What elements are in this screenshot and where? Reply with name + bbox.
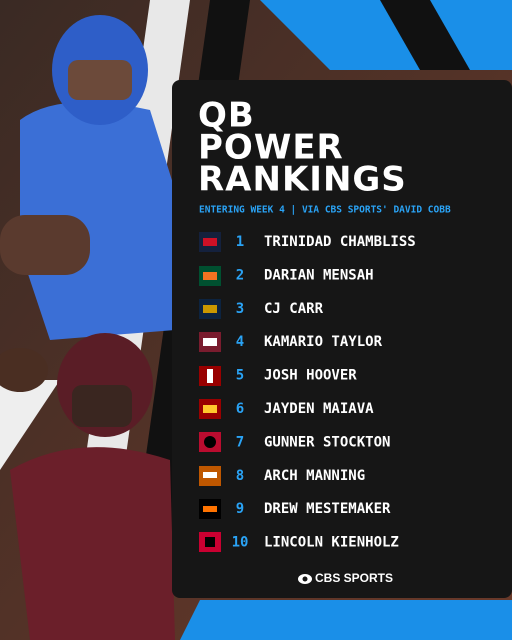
title-line: POWER <box>198 128 344 168</box>
title-line: QB <box>198 96 255 136</box>
player-name: ARCH MANNING <box>264 468 365 484</box>
rank-number: 9 <box>236 501 244 517</box>
player-name: CJ CARR <box>264 301 324 317</box>
player-name: JAYDEN MAIAVA <box>264 401 374 417</box>
player-name: TRINIDAD CHAMBLISS <box>264 234 416 250</box>
player-name: DARIAN MENSAH <box>264 267 374 283</box>
rank-number: 7 <box>236 434 244 450</box>
subtitle: ENTERING WEEK 4 | VIA CBS SPORTS' DAVID … <box>199 205 451 216</box>
rank-number: 8 <box>236 468 244 484</box>
title-line: RANKINGS <box>198 160 407 200</box>
rank-number: 4 <box>236 334 244 350</box>
rank-number: 6 <box>236 401 244 417</box>
rank-number: 5 <box>236 368 244 384</box>
panel <box>172 80 512 598</box>
player-name: JOSH HOOVER <box>264 368 357 384</box>
rank-number: 10 <box>232 535 249 551</box>
rank-number: 3 <box>236 301 244 317</box>
rank-number: 1 <box>236 234 244 250</box>
brand: CBS SPORTS <box>315 571 393 585</box>
player-name: GUNNER STOCKTON <box>264 434 390 450</box>
school-logos <box>199 232 221 552</box>
player-name: DREW MESTEMAKER <box>264 501 391 517</box>
rank-number: 2 <box>236 267 244 283</box>
player-name: KAMARIO TAYLOR <box>264 334 383 350</box>
cbs-eye <box>298 574 312 584</box>
player-photo-bottom <box>0 333 175 640</box>
player-name: LINCOLN KIENHOLZ <box>264 535 399 551</box>
player-photo-top <box>0 15 175 340</box>
